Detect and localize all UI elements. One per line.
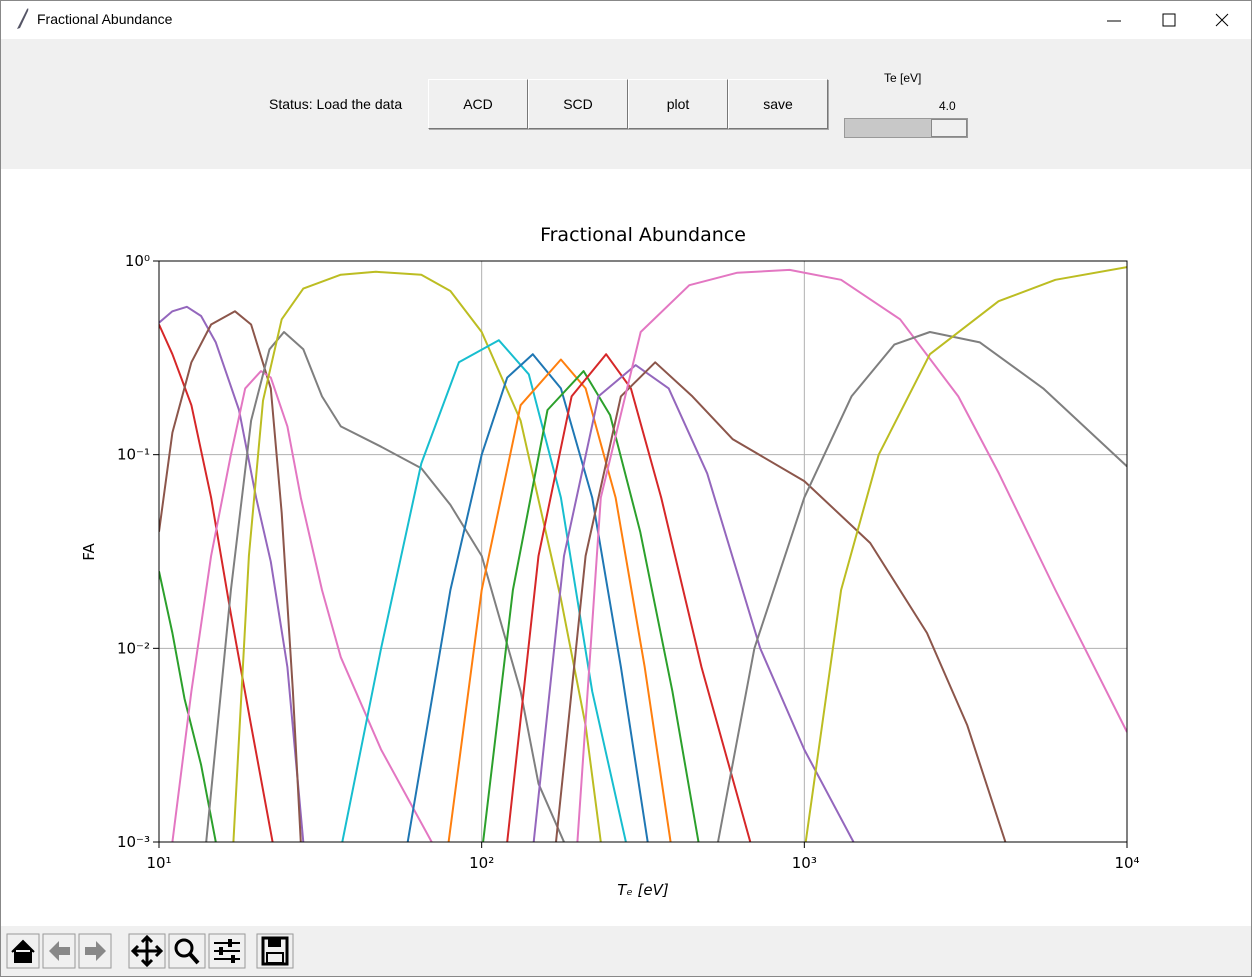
maximize[interactable] bbox=[1162, 13, 1176, 27]
x-tick-label: 10² bbox=[469, 854, 494, 872]
plot-button[interactable]: plot bbox=[628, 79, 728, 129]
pan-button[interactable] bbox=[128, 933, 166, 969]
series-line bbox=[159, 324, 274, 842]
y-axis-label: FA bbox=[80, 543, 98, 561]
chart: Fractional Abundance Tₑ [eV] FA 10¹ 10² 10… bbox=[80, 224, 1140, 899]
series-line bbox=[532, 364, 855, 842]
window-title: Fractional Abundance bbox=[37, 11, 173, 27]
y-tick-label: 10⁻² bbox=[117, 639, 150, 657]
toolbar bbox=[1, 926, 1251, 976]
series-line bbox=[447, 358, 672, 842]
forward-button[interactable] bbox=[78, 933, 112, 969]
control-panel: Status: Load the data ACD SCD plot save … bbox=[1, 39, 1251, 169]
app-icon bbox=[17, 8, 29, 29]
series-line bbox=[159, 305, 305, 842]
series-line bbox=[205, 331, 565, 842]
series-line bbox=[159, 571, 217, 842]
y-tick-label: 10⁰ bbox=[125, 252, 150, 270]
x-tick-label: 10¹ bbox=[146, 854, 171, 872]
home-button[interactable] bbox=[6, 933, 40, 969]
series-line bbox=[171, 370, 433, 842]
series-line bbox=[341, 339, 627, 842]
slider-value: 4.0 bbox=[939, 99, 956, 113]
series-line bbox=[232, 270, 602, 842]
acd-button[interactable]: ACD bbox=[428, 79, 528, 129]
save-button[interactable]: save bbox=[728, 79, 828, 129]
window-controls[interactable] bbox=[1101, 1, 1251, 39]
save-figure-button[interactable] bbox=[256, 933, 294, 969]
toolbar-icons bbox=[6, 933, 294, 969]
chart-title: Fractional Abundance bbox=[540, 224, 746, 246]
slider[interactable] bbox=[844, 118, 968, 138]
series-line bbox=[576, 268, 1127, 842]
status-label: Status: Load the data bbox=[269, 96, 403, 112]
x-axis-label: Tₑ [eV] bbox=[617, 881, 669, 899]
series-line bbox=[406, 353, 649, 842]
configure-button[interactable] bbox=[208, 933, 246, 969]
plot-frame bbox=[158, 260, 1128, 843]
series-line bbox=[506, 353, 752, 842]
series-line bbox=[159, 310, 302, 842]
series-line bbox=[555, 361, 1007, 842]
close[interactable] bbox=[1215, 13, 1229, 27]
slider-label: Te [eV] bbox=[884, 71, 922, 85]
y-tick-label: 10⁻¹ bbox=[117, 446, 150, 464]
x-tick-label: 10⁴ bbox=[1114, 854, 1139, 872]
series-line bbox=[804, 266, 1127, 842]
title-bar: Fractional Abundance bbox=[1, 1, 1251, 39]
y-tick-label: 10⁻³ bbox=[117, 833, 150, 851]
slider-thumb[interactable] bbox=[931, 119, 967, 137]
back-button[interactable] bbox=[42, 933, 76, 969]
series-line bbox=[717, 331, 1127, 842]
scd-button[interactable]: SCD bbox=[528, 79, 628, 129]
x-tick-label: 10³ bbox=[792, 854, 817, 872]
zoom-button[interactable] bbox=[168, 933, 206, 969]
series-line bbox=[482, 370, 700, 842]
